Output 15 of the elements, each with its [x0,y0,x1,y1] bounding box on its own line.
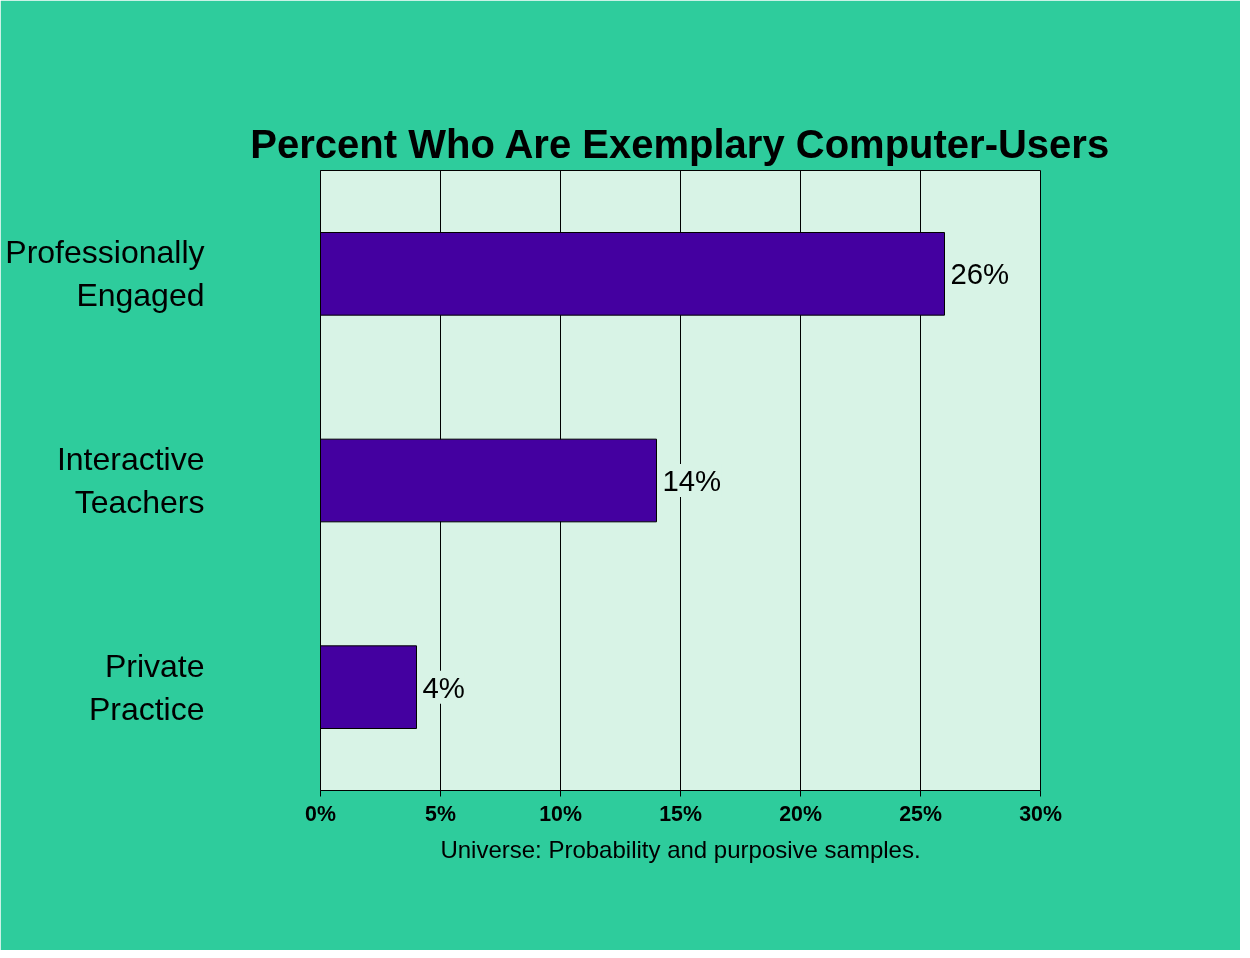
x-tick-label: 5% [425,801,456,826]
x-tick-label: 15% [659,801,702,826]
text: Universe: Probability and purposive samples. [440,835,921,863]
chart-title: Percent Who Are Exemplary Computer-Users [250,121,1110,166]
x-tick-label: 0% [305,801,336,826]
x-tick-label: 20% [779,801,822,826]
data-label: 26% [950,257,1010,291]
x-tick-label: 10% [539,801,582,826]
y-tick-label: Interactive Teachers [56,440,205,521]
data-label: 14% [662,464,722,497]
x-tick-label: 25% [899,801,942,826]
x-tick-label: 30% [1019,801,1062,826]
y-tick-label: Professionally Engaged [5,234,205,314]
data-label: 4% [422,670,465,704]
y-tick-label: Private Practice [88,647,205,727]
